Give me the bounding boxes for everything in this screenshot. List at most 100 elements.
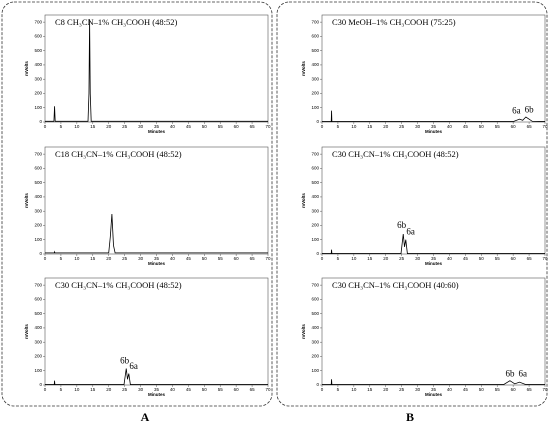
x-tick-label: 45 [186, 124, 192, 129]
x-tick-label: 35 [431, 387, 437, 392]
x-tick-label: 30 [138, 124, 144, 129]
x-tick-label: 35 [431, 124, 437, 129]
x-tick-label: 10 [351, 387, 357, 392]
x-tick-label: 50 [202, 256, 208, 261]
y-tick-label: 500 [34, 48, 42, 53]
x-tick-label: 0 [321, 124, 324, 129]
x-tick-label: 50 [479, 387, 485, 392]
chart-title: C30 CH₃CN–1% CH₃COOH (48:52) [332, 149, 459, 159]
chart-title: C8 CH₃CN–1% CH₃COOH (48:52) [55, 17, 178, 27]
y-tick-label: 600 [311, 34, 319, 39]
x-tick-label: 55 [495, 124, 501, 129]
x-tick-label: 20 [106, 256, 112, 261]
x-tick-label: 55 [495, 387, 501, 392]
x-tick-label: 65 [527, 387, 533, 392]
x-tick-label: 30 [415, 256, 421, 261]
y-tick-label: 300 [311, 208, 319, 213]
y-tick-label: 500 [311, 311, 319, 316]
y-tick-label: 300 [34, 208, 42, 213]
y-tick-label: 200 [34, 223, 42, 228]
x-tick-label: 5 [337, 124, 340, 129]
y-tick-label: 500 [34, 180, 42, 185]
x-axis-label: Minutes [425, 392, 442, 397]
x-tick-label: 65 [250, 256, 256, 261]
y-tick-label: 500 [311, 180, 319, 185]
x-tick-label: 45 [463, 124, 469, 129]
x-axis-label: Minutes [425, 261, 442, 266]
y-axis-label: mVolts [301, 324, 306, 339]
x-tick-label: 50 [202, 387, 208, 392]
x-tick-label: 0 [44, 387, 47, 392]
y-tick-label: 0 [39, 119, 42, 124]
y-tick-label: 100 [34, 237, 42, 242]
x-tick-label: 30 [138, 387, 144, 392]
x-axis-label: Minutes [148, 392, 165, 397]
x-tick-label: 55 [218, 256, 224, 261]
x-tick-label: 45 [186, 387, 192, 392]
y-tick-label: 700 [34, 151, 42, 156]
x-tick-label: 40 [170, 387, 176, 392]
y-tick-label: 100 [311, 105, 319, 110]
y-tick-label: 500 [311, 48, 319, 53]
y-tick-label: 100 [311, 237, 319, 242]
x-tick-label: 10 [351, 256, 357, 261]
peak-label: 6a [406, 227, 415, 237]
y-tick-label: 700 [34, 282, 42, 287]
peak-label: 6a [129, 361, 138, 371]
y-tick-label: 500 [34, 311, 42, 316]
chart-title: C30 CH₃CN–1% CH₃COOH (48:52) [55, 280, 182, 290]
peak-label: 6a [518, 368, 527, 378]
x-tick-label: 10 [74, 387, 80, 392]
y-tick-label: 0 [316, 382, 319, 387]
x-tick-label: 65 [527, 124, 533, 129]
x-tick-label: 60 [511, 256, 517, 261]
x-tick-label: 5 [337, 256, 340, 261]
x-tick-label: 60 [511, 124, 517, 129]
x-tick-label: 70 [542, 124, 548, 129]
x-axis-label: Minutes [148, 261, 165, 266]
chart-title: C30 CH₃CN–1% CH₃COOH (40:60) [332, 280, 459, 290]
peak-label: 6b [525, 105, 535, 115]
x-tick-label: 55 [218, 387, 224, 392]
x-tick-label: 65 [250, 387, 256, 392]
y-tick-label: 0 [39, 251, 42, 256]
trace [322, 379, 545, 385]
x-tick-label: 25 [122, 387, 128, 392]
x-tick-label: 55 [218, 124, 224, 129]
x-tick-label: 30 [138, 256, 144, 261]
y-axis-label: mVolts [24, 61, 29, 76]
x-tick-label: 20 [106, 124, 112, 129]
x-tick-label: 15 [367, 124, 373, 129]
x-tick-label: 25 [399, 387, 405, 392]
y-tick-label: 300 [34, 339, 42, 344]
plot-frame [321, 146, 546, 255]
x-tick-label: 5 [337, 387, 340, 392]
plot-frame [44, 277, 269, 386]
x-tick-label: 50 [479, 124, 485, 129]
x-tick-label: 20 [383, 387, 389, 392]
y-tick-label: 200 [311, 354, 319, 359]
panel-frame [276, 1, 548, 407]
y-tick-label: 200 [311, 223, 319, 228]
y-tick-label: 700 [311, 282, 319, 287]
x-tick-label: 10 [74, 124, 80, 129]
plot-frame [44, 146, 269, 255]
x-tick-label: 60 [234, 387, 240, 392]
y-tick-label: 700 [34, 19, 42, 24]
trace [322, 233, 545, 254]
x-tick-label: 30 [415, 124, 421, 129]
y-tick-label: 600 [311, 297, 319, 302]
x-tick-label: 35 [431, 256, 437, 261]
x-tick-label: 15 [90, 124, 96, 129]
x-tick-label: 40 [447, 124, 453, 129]
chart-title: C18 CH₃CN–1% CH₃COOH (48:52) [55, 149, 182, 159]
x-tick-label: 25 [122, 256, 128, 261]
x-axis-label: Minutes [148, 129, 165, 134]
x-tick-label: 25 [399, 256, 405, 261]
x-tick-label: 50 [479, 256, 485, 261]
y-tick-label: 600 [311, 166, 319, 171]
x-tick-label: 15 [90, 387, 96, 392]
x-tick-label: 35 [154, 256, 160, 261]
y-tick-label: 0 [39, 382, 42, 387]
